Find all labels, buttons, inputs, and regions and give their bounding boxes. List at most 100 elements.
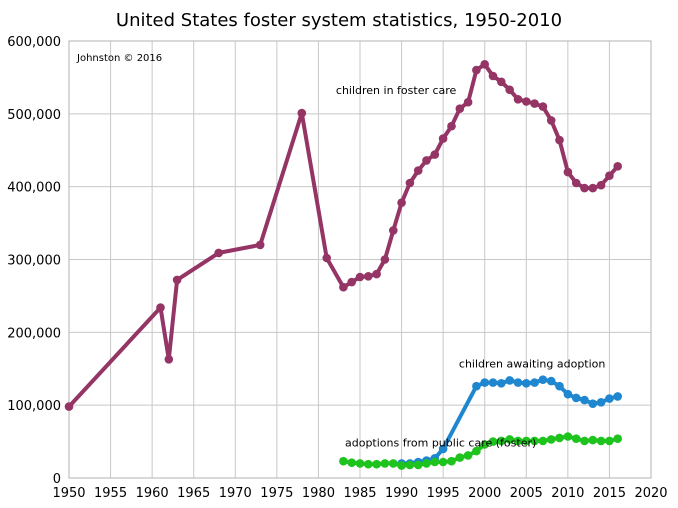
data-point [480, 440, 490, 449]
data-point [580, 436, 589, 446]
data-point [405, 178, 415, 188]
data-point [605, 436, 614, 446]
annotations: children in foster care children awaiting… [336, 84, 606, 450]
data-point [546, 376, 556, 386]
x-tick-label: 1985 [343, 486, 376, 501]
y-tick-label: 0 [53, 472, 61, 487]
chart-title: United States foster system statistics, … [116, 10, 562, 31]
data-point [571, 393, 581, 403]
data-point [605, 394, 614, 403]
data-point [389, 226, 398, 235]
data-point [355, 272, 365, 282]
data-point [513, 436, 523, 446]
data-point [522, 379, 531, 388]
data-point [339, 282, 348, 292]
x-tick-label: 1960 [136, 486, 169, 501]
data-point [488, 378, 498, 387]
data-point [255, 240, 265, 250]
data-point [497, 379, 506, 388]
data-point [497, 77, 506, 87]
y-tick-label: 500,000 [7, 108, 61, 123]
data-point [613, 392, 622, 401]
data-point [463, 451, 473, 460]
data-point [580, 395, 589, 405]
data-point [488, 71, 498, 81]
y-tick-label: 200,000 [7, 326, 61, 341]
data-point [322, 253, 332, 263]
data-point [555, 433, 564, 443]
data-point [530, 378, 539, 387]
data-point [488, 437, 498, 446]
data-point [347, 458, 357, 468]
y-tick-label: 400,000 [7, 181, 61, 196]
x-tick-label: 1995 [427, 486, 460, 501]
series-label: children in foster care [336, 84, 457, 97]
data-point [480, 378, 490, 387]
series-line [67, 62, 620, 409]
data-point [397, 198, 406, 207]
data-point [546, 435, 556, 444]
data-point [455, 104, 465, 113]
data-point [513, 378, 523, 387]
data-point [447, 456, 456, 466]
data-point [530, 99, 539, 108]
x-tick-label: 1975 [260, 486, 293, 501]
data-point [563, 167, 573, 177]
data-point [605, 171, 614, 180]
data-point [497, 436, 506, 446]
x-tick-label: 1965 [177, 486, 210, 501]
data-point [538, 375, 548, 385]
data-point [546, 116, 556, 125]
x-tick-label: 2000 [468, 486, 501, 501]
data-point [613, 434, 622, 444]
data-point [380, 255, 390, 264]
x-tick-label: 2010 [551, 486, 584, 501]
data-point [513, 95, 523, 104]
y-axis: 0 100,000 200,000 300,000 400,000 500,000 600,… [7, 35, 61, 487]
data-point [422, 459, 431, 468]
data-point [430, 457, 440, 467]
data-point [480, 60, 490, 69]
data-point [563, 389, 573, 399]
data-point [372, 459, 381, 469]
data-point [571, 178, 581, 188]
data-point [588, 435, 598, 445]
data-point [555, 135, 564, 145]
series-3 [339, 432, 622, 470]
x-tick-label: 1990 [385, 486, 418, 501]
data-point [214, 248, 223, 258]
data-point [596, 180, 606, 190]
data-point [505, 85, 514, 95]
data-point [538, 436, 548, 446]
series-label: adoptions from public care (foster) [345, 437, 536, 450]
data-point [297, 108, 307, 118]
series-layer [64, 60, 622, 470]
x-axis: 1950 1955 1960 1965 1970 1975 1980 1985 1990 1995… [52, 486, 667, 501]
data-point [438, 444, 448, 454]
data-point [580, 183, 589, 193]
data-point [447, 121, 456, 131]
data-point [538, 102, 548, 111]
credit-text: Johnston © 2016 [76, 53, 162, 64]
y-tick-label: 600,000 [7, 35, 61, 50]
x-tick-label: 2005 [510, 486, 543, 501]
data-point [463, 97, 473, 107]
data-point [588, 399, 598, 409]
data-point [505, 376, 514, 385]
plot-area-frame [68, 40, 652, 479]
data-point [164, 355, 174, 364]
data-point [413, 460, 423, 470]
data-point [430, 150, 440, 159]
data-point [472, 65, 481, 75]
data-point [389, 459, 398, 468]
data-point [380, 459, 390, 468]
data-point [364, 459, 373, 469]
data-point [397, 461, 406, 470]
y-tick-label: 300,000 [7, 254, 61, 269]
x-tick-label: 1955 [94, 486, 127, 501]
data-point [571, 434, 581, 444]
x-tick-label: 1950 [52, 486, 85, 501]
data-point [364, 272, 373, 281]
x-tick-label: 1970 [219, 486, 252, 501]
